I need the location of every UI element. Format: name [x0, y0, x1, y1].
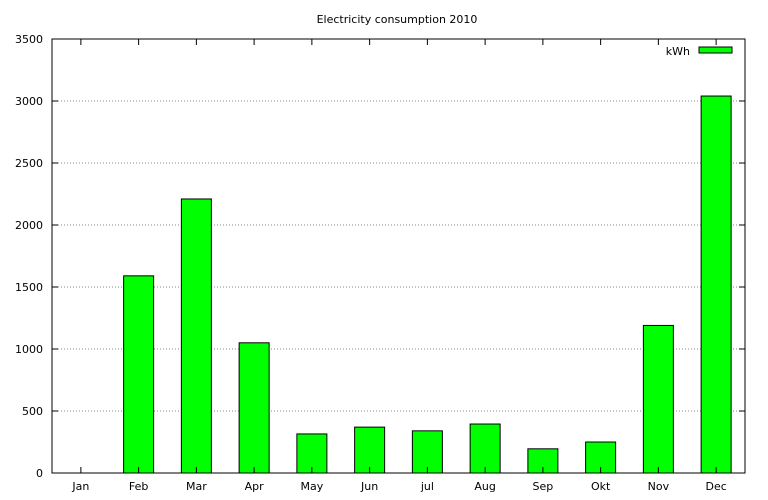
bars-layer	[123, 95, 732, 474]
bar-jun	[354, 426, 386, 474]
x-tick-label: Jan	[71, 480, 89, 493]
y-tick-label: 2000	[15, 219, 43, 232]
legend-swatch	[698, 46, 733, 54]
x-tick-label: Jun	[360, 480, 378, 493]
bar-dec	[700, 95, 732, 474]
x-tick-label: May	[301, 480, 324, 493]
y-tick-label: 1500	[15, 281, 43, 294]
y-axis: 0 500 1000 1500 2000 2500 3000 3500	[15, 33, 745, 480]
x-tick-label: Nov	[648, 480, 670, 493]
grid-layer	[52, 100, 745, 412]
x-tick-label: Apr	[245, 480, 265, 493]
y-tick-label: 1000	[15, 343, 43, 356]
bar-jul	[411, 430, 443, 474]
chart-title: Electricity consumption 2010	[317, 13, 478, 26]
legend: kWh	[666, 45, 733, 58]
y-tick-label: 3500	[15, 33, 43, 46]
bar-nov	[642, 324, 674, 474]
plot-area-frame	[51, 38, 746, 474]
x-tick-label: Sep	[533, 480, 554, 493]
legend-label: kWh	[666, 45, 690, 58]
x-tick-label: jul	[420, 480, 434, 493]
bar-mar	[180, 198, 212, 474]
x-tick-label: Okt	[591, 480, 611, 493]
x-tick-label: Feb	[129, 480, 148, 493]
y-tick-label: 0	[36, 467, 43, 480]
bar-aug	[469, 423, 501, 474]
y-tick-label: 3000	[15, 95, 43, 108]
x-tick-label: Aug	[474, 480, 495, 493]
bar-may	[296, 433, 328, 474]
x-axis: Jan Feb Mar Apr May Jun jul Aug Sep Okt Nov Dec	[71, 39, 727, 493]
x-tick-label: Mar	[186, 480, 207, 493]
bar-feb	[123, 275, 155, 474]
bar-apr	[238, 342, 270, 474]
y-tick-label: 500	[22, 405, 43, 418]
y-tick-label: 2500	[15, 157, 43, 170]
x-tick-label: Dec	[705, 480, 726, 493]
